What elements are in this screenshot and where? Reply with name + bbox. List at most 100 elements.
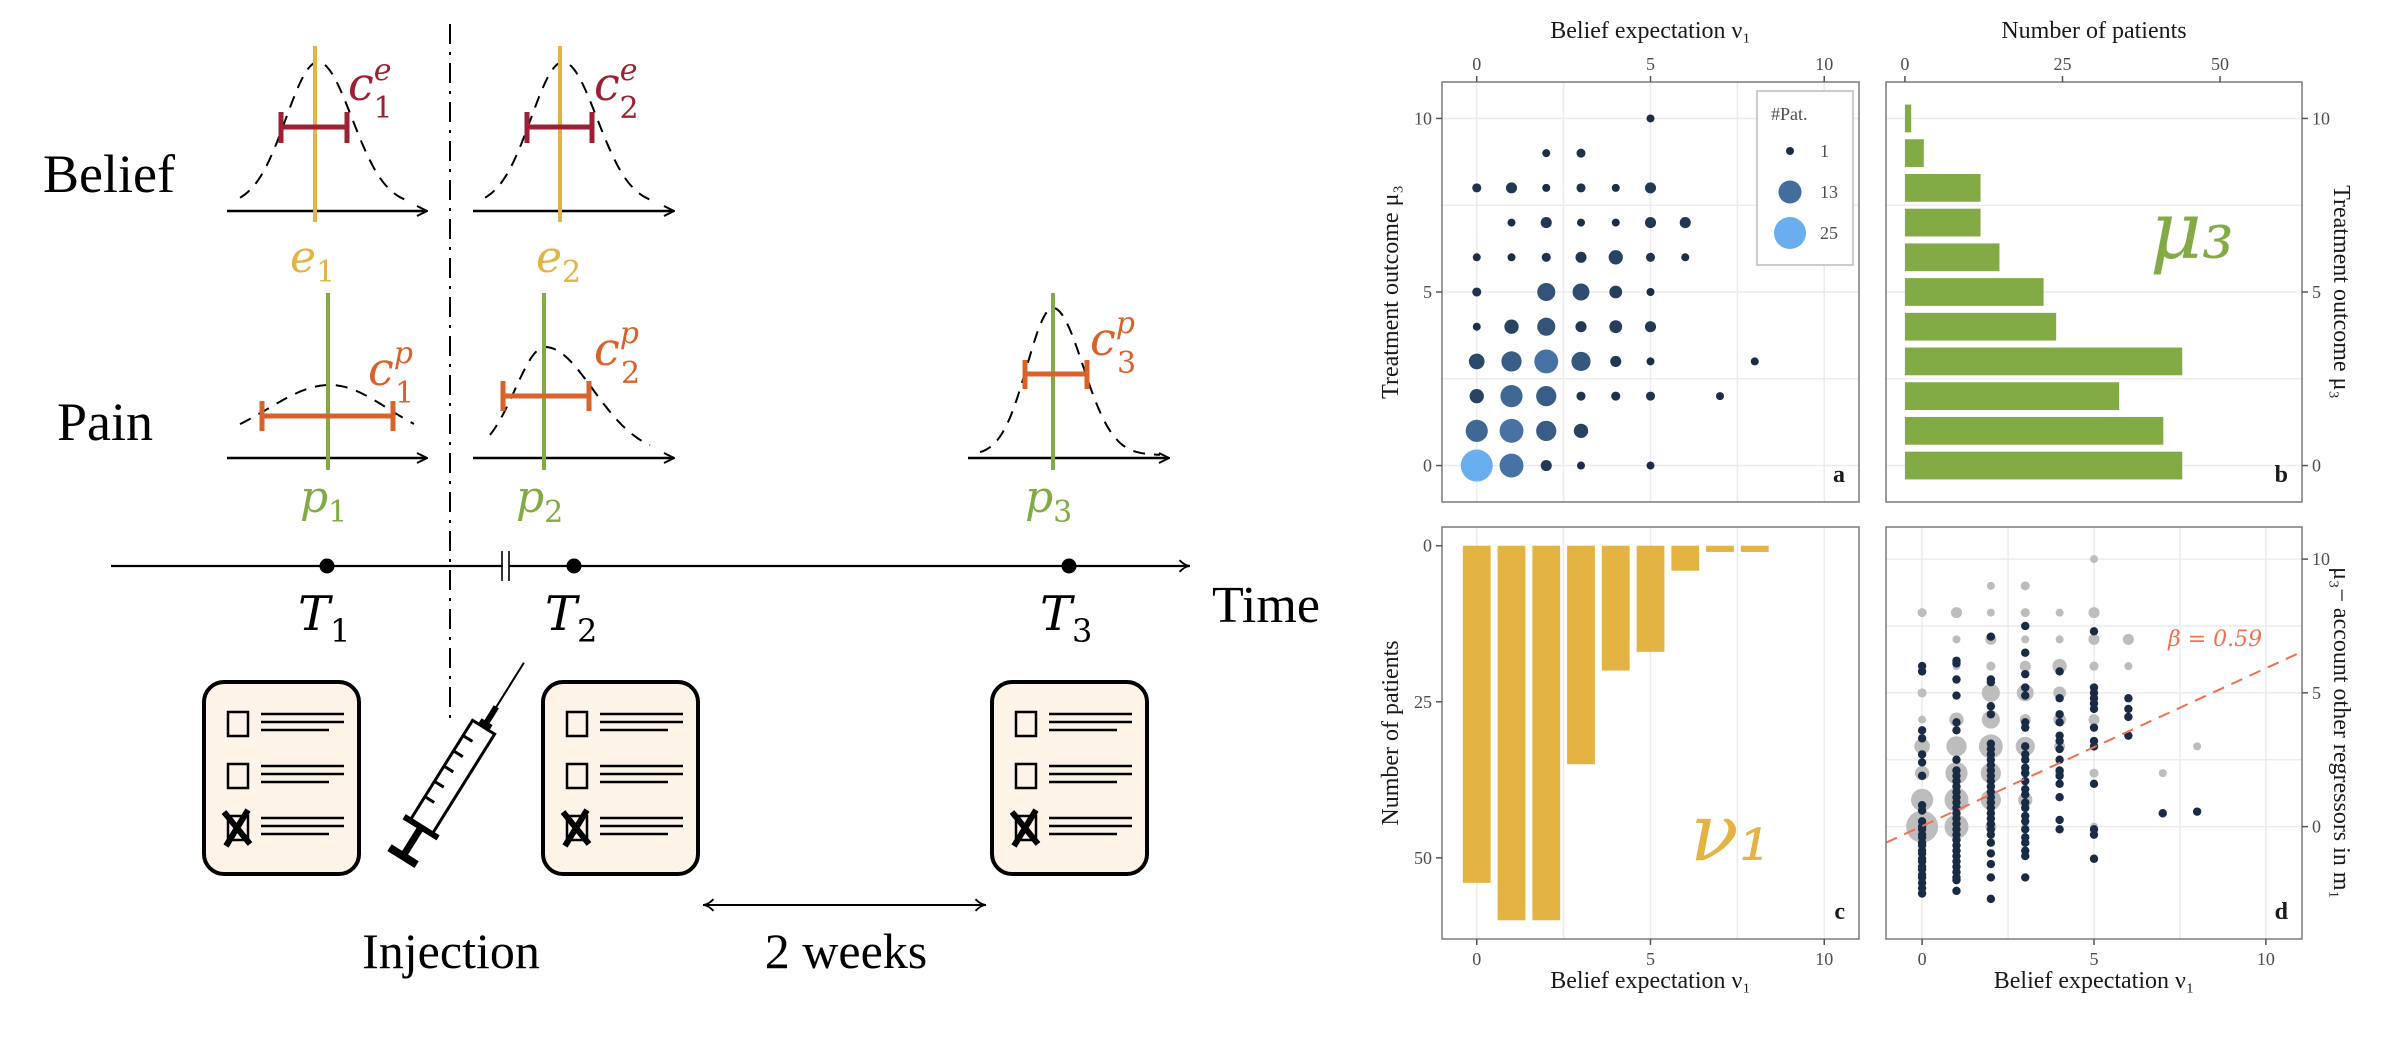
x-axis-title: Belief expectation ν₁ [1550,968,1750,994]
pain-label-1: p1 [300,472,347,530]
pain-distribution-2 [489,345,651,447]
residual-point [2055,793,2064,802]
background-point [2088,607,2100,619]
panel-c: 0 5 10 0 25 50 Belief expectation ν₁ Number of … [1378,526,1860,994]
bar [1904,382,2120,411]
background-point [1986,661,1996,671]
legend-symbol [1774,217,1806,249]
residual-point [2021,683,2030,692]
residual-point [2021,851,2030,861]
y-tick-label: 0 [2312,456,2321,476]
questionnaire-icon [202,680,361,876]
x-tick-label: 50 [2211,54,2229,74]
background-point [2020,581,2030,591]
background-point [1917,688,1927,698]
residual-point [2124,712,2133,722]
questionnaire-icon [990,680,1149,876]
residual-point [2055,667,2064,676]
pain-confidence-label-3: cp 3 [1090,306,1136,381]
legend-title: #Pat. [1771,104,1808,124]
scatter-point [1499,418,1524,443]
timepoint-dot-3 [1061,558,1077,574]
x-tick-label: 0 [1918,949,1927,969]
belief-distribution-2 [484,60,656,203]
belief-distribution-1 [239,60,411,203]
pain-confidence-interval-1 [259,401,396,431]
timeline-diagram: Belief Pain ce 1 ce 2 e1 e2 [43,24,1320,979]
residual-point [1986,849,1996,858]
residual-point [2055,825,2064,834]
bar [1462,545,1491,883]
scatter-point [1645,391,1656,401]
x-tick-label: 0 [1900,54,1909,74]
x-axis-title: Belief expectation ν₁ [1994,968,2194,994]
background-point [1914,738,1930,755]
data-marks [1462,545,1769,921]
scatter-point [1576,183,1586,193]
y-tick-label: 5 [1423,282,1432,302]
residual-point [2021,768,2030,778]
bar [1904,451,2183,480]
residual-point [2124,694,2133,703]
background-point [1911,788,1934,811]
belief-confidence-interval-2 [524,112,595,143]
background-point [2193,742,2202,751]
expectation-label-1: e1 [290,232,335,290]
x-tick-label: 5 [2090,949,2099,969]
background-point [2088,714,2100,726]
residual-point [1952,659,1961,668]
data-marks [1885,555,2303,904]
scatter-point [1465,419,1488,442]
scatter-point [1645,252,1656,262]
residual-point [2021,621,2030,631]
checkbox-icon [226,710,250,738]
scatter-point [1577,218,1585,227]
scatter-point [1646,288,1655,296]
timepoint-label-1: T1 [298,586,350,650]
scatter-point [1611,183,1620,192]
belief-confidence-label-1: ce 1 [348,53,393,126]
residual-point [1952,675,1961,684]
residual-point [1986,830,1996,839]
pain-row-label: Pain [57,392,153,452]
scatter-point [1541,252,1551,262]
pain-confidence-interval-3 [1022,360,1090,389]
residual-point [2055,779,2064,789]
scatter-point [1608,250,1623,265]
panel-letter: c [1834,899,1845,925]
pain-confidence-label-2: cp 2 [594,316,640,391]
y-axis-title: μ₃− account other regressors in m₁ [2328,567,2354,899]
interval-label: 2 weeks [765,923,927,979]
pain-confidence-interval-2 [500,381,592,411]
background-point [1950,607,1963,619]
y-tick-label: 10 [2312,549,2330,569]
residual-point [2124,731,2133,740]
scatter-point [1534,349,1559,374]
pain-label-3: p3 [1025,472,1072,530]
residual-point [2055,710,2064,719]
scatter-point [1542,149,1551,158]
background-point [1981,683,2000,702]
scatter-point [1537,317,1556,336]
timepoint-dot-2 [566,558,582,574]
scatter-point [1644,182,1657,194]
scatter-point [1716,392,1724,401]
scatter-point [1540,217,1552,229]
axis-break-gap [503,550,509,582]
scatter-point [1576,148,1586,158]
variable-annotation: μ₃ [2150,184,2234,277]
timepoint-label-2: T2 [545,586,597,650]
scatter-point [1542,183,1551,192]
scatter-point [1505,182,1518,194]
bar [1904,278,2044,306]
panel-b: 0 25 50 0 5 10 Number of patients Treatment out… [1885,18,2354,503]
scatter-point [1573,423,1589,438]
residual-point [1917,667,1927,676]
background-point [2090,555,2098,564]
legend-symbol [1786,147,1794,155]
y-tick-label: 5 [2312,683,2321,703]
checkbox-icon [565,710,589,738]
residual-point [2021,755,2030,764]
bar [1740,545,1769,552]
